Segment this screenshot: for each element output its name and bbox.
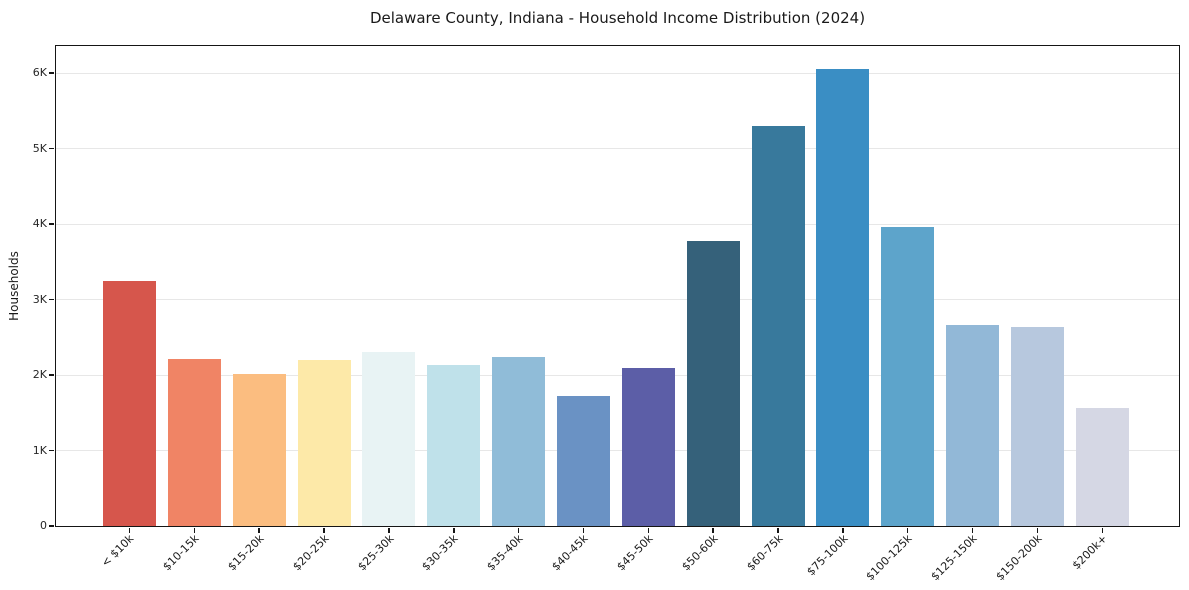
x-tick-mark bbox=[258, 528, 260, 533]
x-tick-label: $150-200k bbox=[993, 532, 1045, 584]
x-tick-label: $45-50k bbox=[614, 532, 656, 574]
x-tick-label: $50-60k bbox=[679, 532, 721, 574]
bar-10 bbox=[686, 241, 740, 526]
gridline bbox=[56, 72, 1179, 74]
x-tick-label: $40-45k bbox=[549, 532, 591, 574]
x-tick-mark bbox=[517, 528, 520, 533]
x-tick-label: < $10k bbox=[99, 532, 137, 570]
x-tick-mark bbox=[323, 528, 325, 533]
gridline bbox=[56, 148, 1179, 150]
bar-5 bbox=[362, 351, 416, 526]
y-tick-label: 0 bbox=[40, 519, 47, 532]
bar-7 bbox=[492, 356, 546, 526]
chart-title: Delaware County, Indiana - Household Inc… bbox=[369, 9, 866, 27]
x-tick-label: $200k+ bbox=[1069, 532, 1110, 573]
x-tick-mark bbox=[777, 528, 779, 533]
y-tick-label: 5K bbox=[32, 141, 47, 155]
x-tick-label: $35-40k bbox=[484, 532, 526, 574]
y-tick-label: 6K bbox=[32, 66, 47, 80]
bar-2 bbox=[167, 359, 221, 526]
bar-14 bbox=[946, 325, 1000, 526]
y-tick-mark bbox=[49, 374, 54, 376]
x-tick-label: $20-25k bbox=[289, 532, 332, 574]
x-tick-label: $30-35k bbox=[419, 532, 461, 574]
bar-11 bbox=[751, 126, 805, 526]
x-tick-label: $60-75k bbox=[743, 532, 786, 574]
y-tick-mark bbox=[49, 147, 54, 150]
bar-15 bbox=[1010, 326, 1064, 526]
x-tick-label: $10-15k bbox=[160, 532, 202, 574]
x-tick-mark bbox=[193, 528, 196, 533]
bar-12 bbox=[816, 68, 870, 526]
gridline bbox=[56, 374, 1179, 376]
y-tick-mark bbox=[49, 223, 54, 225]
x-tick-label: $25-30k bbox=[354, 532, 397, 574]
y-tick-label: 3K bbox=[32, 292, 47, 306]
gridline bbox=[56, 450, 1179, 452]
y-tick-mark bbox=[49, 449, 54, 452]
x-tick-mark bbox=[582, 528, 585, 533]
x-tick-mark bbox=[647, 528, 650, 533]
x-tick-mark bbox=[388, 528, 390, 533]
y-tick-label: 4K bbox=[32, 217, 47, 231]
y-axis-label: Households bbox=[7, 251, 21, 321]
gridline bbox=[56, 223, 1179, 225]
bar-8 bbox=[556, 396, 610, 526]
y-tick-mark bbox=[49, 525, 54, 527]
x-tick-mark bbox=[453, 528, 455, 533]
x-tick-mark bbox=[971, 528, 974, 533]
x-tick-mark bbox=[842, 528, 844, 533]
gridline bbox=[56, 299, 1179, 301]
y-tick-label: 1K bbox=[32, 443, 47, 457]
x-tick-mark bbox=[1036, 528, 1039, 533]
y-tick-label: 2K bbox=[32, 368, 47, 382]
x-tick-mark bbox=[1101, 528, 1103, 533]
x-tick-mark bbox=[906, 528, 909, 533]
y-tick-mark bbox=[49, 298, 54, 301]
y-tick-mark bbox=[49, 72, 54, 74]
x-tick-label: $75-100k bbox=[803, 532, 851, 579]
bar-6 bbox=[427, 364, 481, 526]
x-tick-label: $100-125k bbox=[863, 532, 915, 584]
bar-4 bbox=[297, 359, 351, 526]
bar-13 bbox=[881, 227, 935, 526]
x-tick-label: $15-20k bbox=[225, 532, 267, 574]
x-tick-mark bbox=[712, 528, 714, 533]
bar-16 bbox=[1075, 408, 1129, 526]
bar-1 bbox=[103, 281, 156, 526]
plot-area: 0 1K 2K 3K 4K 5K 6K < $10k $10-15k $15-20k $20-25k… bbox=[33, 45, 1180, 583]
bar-3 bbox=[232, 373, 286, 526]
x-tick-label: $125-150k bbox=[928, 532, 980, 584]
x-tick-mark bbox=[128, 528, 131, 533]
bar-9 bbox=[621, 367, 675, 526]
